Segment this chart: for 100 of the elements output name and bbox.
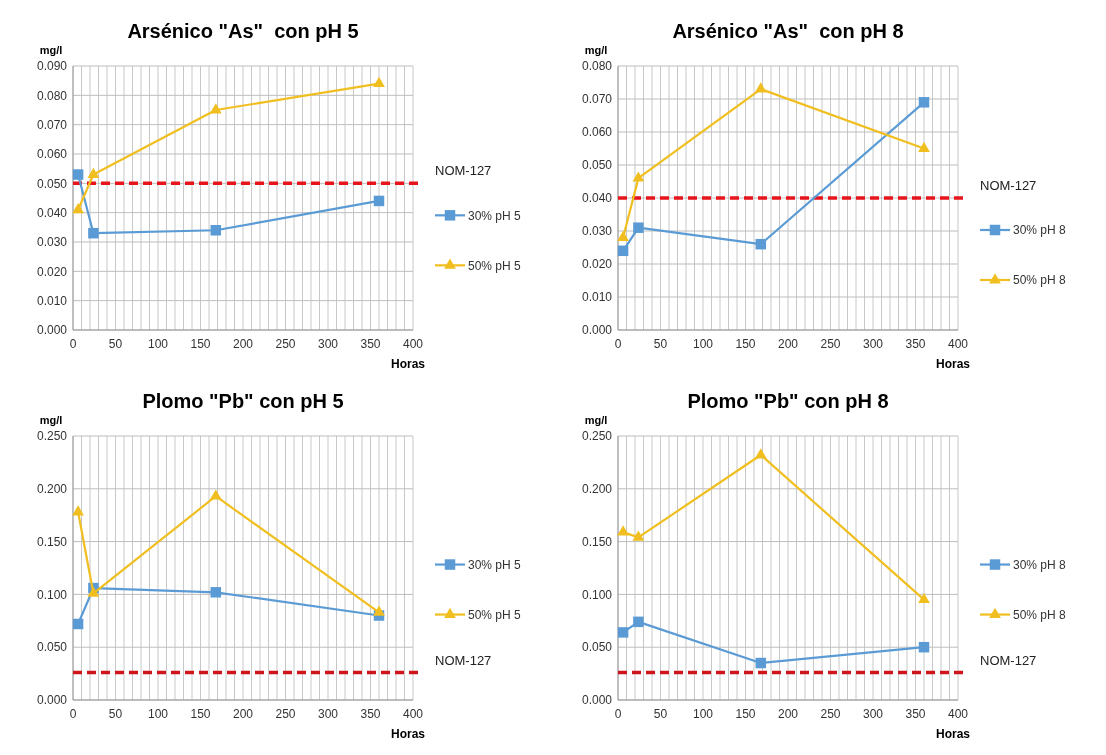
y-tick-label: 0.050 [581, 158, 613, 173]
point [918, 592, 930, 604]
y-tick-label: 0.040 [36, 205, 68, 220]
point [87, 586, 100, 597]
y-tick-label: 0.100 [581, 587, 613, 602]
point [918, 97, 930, 108]
x-axis-title: Horas [390, 727, 426, 741]
point [632, 171, 645, 182]
point [88, 227, 99, 239]
point [617, 525, 629, 536]
x-axis-title: Horas [390, 357, 426, 371]
x-tick-label: 300 [317, 337, 339, 351]
y-tick-label: 0.000 [36, 693, 68, 708]
x-tick-label: 200 [232, 337, 254, 351]
ref-line-label: NOM-127 [980, 178, 1037, 193]
legend-label: 50% pH 8 [1013, 607, 1067, 622]
point [755, 238, 767, 250]
point [72, 169, 84, 180]
point [87, 167, 100, 178]
x-tick-label: 0 [69, 337, 77, 351]
x-tick-label: 200 [232, 707, 254, 721]
x-tick-label: 50 [108, 337, 123, 351]
point [209, 103, 222, 114]
x-axis-title: Horas [935, 727, 971, 741]
point [633, 616, 644, 628]
x-axis-title: Horas [935, 357, 971, 371]
y-tick-label: 0.250 [36, 429, 68, 444]
y-axis-title: mg/l [39, 44, 63, 56]
x-tick-label: 350 [905, 707, 926, 721]
x-tick-label: 400 [947, 707, 969, 721]
x-tick-label: 350 [905, 337, 926, 351]
legend-label: 30% pH 8 [1013, 557, 1067, 572]
point [72, 505, 84, 516]
y-tick-label: 0.080 [581, 59, 613, 74]
x-tick-label: 300 [862, 337, 884, 351]
x-tick-label: 300 [317, 707, 339, 721]
x-tick-label: 250 [275, 707, 296, 721]
y-axis-title: mg/l [39, 414, 63, 426]
y-tick-label: 0.020 [36, 264, 68, 279]
ref-line-label: NOM-127 [980, 652, 1037, 668]
legend-label: 30% pH 5 [468, 557, 522, 572]
chart-title: Arsénico "As" con pH 5 [127, 20, 359, 42]
x-tick-label: 200 [777, 337, 799, 351]
y-tick-label: 0.030 [581, 224, 613, 239]
point [754, 82, 767, 93]
point [209, 489, 222, 500]
x-tick-label: 200 [777, 707, 799, 721]
point [633, 222, 644, 233]
y-axis-title: mg/l [584, 414, 608, 426]
y-tick-label: 0.200 [581, 482, 613, 496]
y-tick-label: 0.070 [36, 117, 68, 132]
point [210, 587, 222, 598]
point [617, 245, 629, 257]
point [210, 225, 222, 236]
y-tick-label: 0.070 [581, 92, 613, 107]
legend-label: 30% pH 5 [468, 208, 522, 223]
y-tick-label: 0.000 [581, 323, 613, 338]
point [617, 230, 629, 241]
x-tick-label: 350 [360, 707, 381, 721]
point [373, 76, 385, 87]
point [373, 195, 385, 207]
x-tick-label: 0 [614, 337, 622, 351]
y-tick-label: 0.250 [581, 429, 613, 444]
point [755, 657, 767, 669]
y-tick-label: 0.090 [36, 59, 68, 74]
point [754, 448, 767, 459]
legend-label: 50% pH 5 [468, 607, 522, 622]
x-tick-label: 150 [735, 337, 756, 351]
point [918, 641, 930, 653]
y-tick-label: 0.050 [581, 640, 613, 655]
y-tick-label: 0.150 [581, 534, 613, 549]
x-tick-label: 250 [820, 337, 841, 351]
x-tick-label: 400 [947, 337, 969, 351]
chart-title: Plomo "Pb" con pH 8 [687, 390, 889, 412]
x-tick-label: 100 [692, 707, 714, 721]
point [72, 202, 84, 214]
y-tick-label: 0.080 [36, 88, 68, 103]
y-tick-label: 0.150 [36, 534, 68, 549]
x-tick-label: 250 [820, 707, 841, 721]
y-axis-title: mg/l [584, 44, 608, 56]
y-tick-label: 0.060 [36, 147, 68, 162]
point [373, 605, 385, 616]
y-tick-label: 0.010 [36, 293, 68, 308]
chart-title: Plomo "Pb" con pH 5 [142, 390, 344, 412]
point [632, 530, 645, 541]
x-tick-label: 250 [275, 337, 296, 351]
legend-label: 50% pH 5 [468, 258, 522, 273]
x-tick-label: 150 [190, 707, 211, 721]
x-tick-label: 0 [69, 707, 77, 721]
legend-label: 30% pH 8 [1013, 223, 1067, 238]
x-tick-label: 300 [862, 707, 884, 721]
x-tick-label: 50 [653, 707, 668, 721]
x-tick-label: 100 [692, 337, 714, 351]
x-tick-label: 350 [360, 337, 381, 351]
y-tick-label: 0.010 [581, 290, 613, 305]
x-tick-label: 100 [147, 337, 169, 351]
point [617, 627, 629, 638]
y-tick-label: 0.060 [581, 125, 613, 140]
ref-line-label: NOM-127 [435, 163, 492, 179]
y-tick-label: 0.050 [36, 640, 68, 655]
